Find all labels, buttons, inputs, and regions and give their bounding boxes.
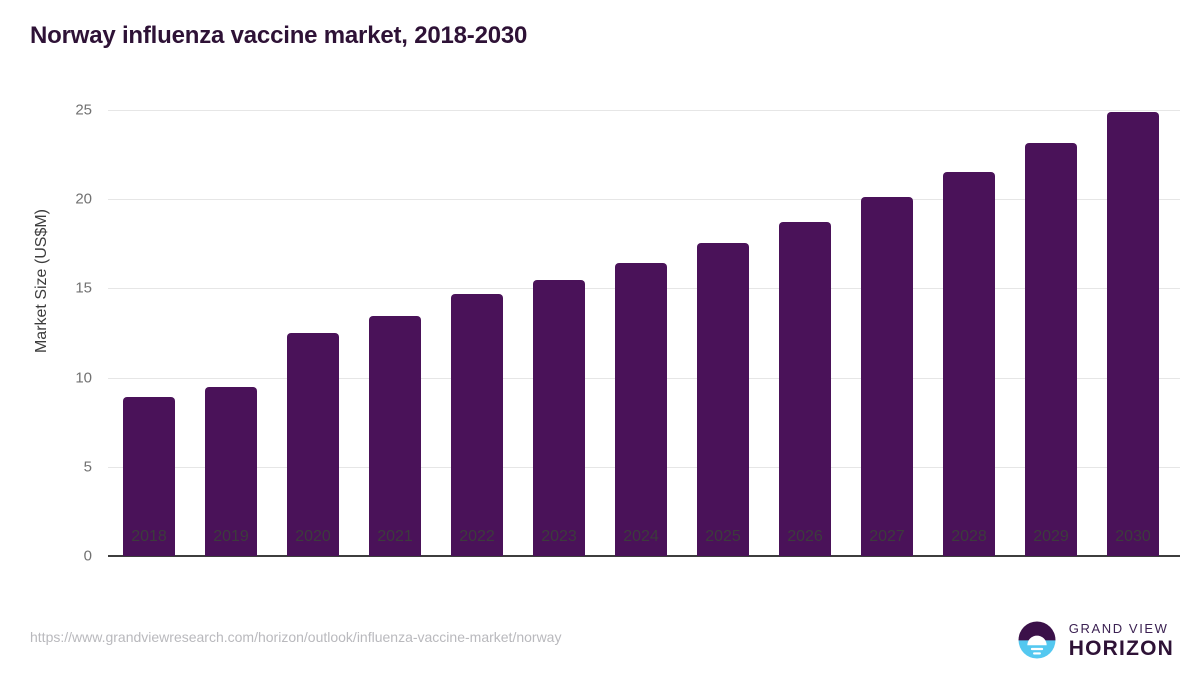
x-axis-tick-label: 2021 (377, 528, 413, 545)
bar-2029[interactable] (1025, 143, 1077, 556)
gridline (108, 199, 1180, 201)
y-axis-tick-label: 10 (75, 369, 92, 387)
x-axis-tick-label: 2030 (1115, 528, 1151, 545)
chart-plot-area: Market Size (US$M) 0 5 10 15 20 25 2018 2019 20… (33, 0, 1180, 600)
gridline (108, 110, 1180, 111)
bar-2018[interactable] (123, 397, 175, 556)
page-title: Norway influenza vaccine market, 2018-20… (30, 22, 528, 49)
brand-wordmark: GRAND VIEW HORIZON (1069, 622, 1174, 659)
bar-2020[interactable] (287, 333, 339, 556)
grand-view-horizon-logo-icon (1018, 621, 1056, 659)
bar-2026[interactable] (779, 221, 831, 556)
bar-2025[interactable] (697, 242, 749, 556)
x-axis-tick-label: 2029 (1033, 528, 1069, 545)
x-axis-tick-label: 2018 (131, 528, 167, 545)
x-axis-tick-label: 2022 (459, 528, 495, 545)
bar-2027[interactable] (861, 197, 913, 556)
y-axis-tick-label: 0 (83, 547, 92, 565)
x-axis-tick-label: 2023 (541, 528, 577, 545)
x-axis-tick-label: 2020 (295, 528, 331, 545)
brand-logo: GRAND VIEW HORIZON (1015, 618, 1174, 662)
bar-series: 2018 2019 2020 2021 2022 2023 2024 2025 2026 2027… (108, 0, 1180, 600)
bar-2028[interactable] (943, 172, 995, 556)
source-url[interactable]: https://www.grandviewresearch.com/horizo… (30, 629, 562, 645)
x-axis-tick-label: 2026 (787, 528, 823, 545)
x-axis-tick-label: 2019 (213, 528, 249, 545)
bar-2023[interactable] (533, 280, 585, 556)
bar-2021[interactable] (369, 316, 421, 556)
x-axis-tick-label: 2028 (951, 528, 987, 545)
bar-2030[interactable] (1107, 111, 1159, 556)
x-axis-line (108, 555, 1180, 557)
x-axis-tick-label: 2027 (869, 528, 905, 545)
brand-bottom-line: HORIZON (1068, 636, 1174, 660)
y-axis-tick-label: 5 (83, 458, 92, 476)
y-axis-tick-label: 15 (75, 279, 92, 297)
bar-2019[interactable] (205, 386, 257, 556)
y-axis-tick-label: 20 (75, 190, 92, 208)
brand-top-line: GRAND VIEW (1068, 620, 1169, 636)
x-axis-tick-label: 2025 (705, 528, 741, 545)
y-axis-tick-label: 25 (75, 101, 92, 119)
bar-2022[interactable] (451, 293, 503, 556)
x-axis-tick-label: 2024 (623, 528, 659, 545)
bar-2024[interactable] (615, 262, 667, 556)
